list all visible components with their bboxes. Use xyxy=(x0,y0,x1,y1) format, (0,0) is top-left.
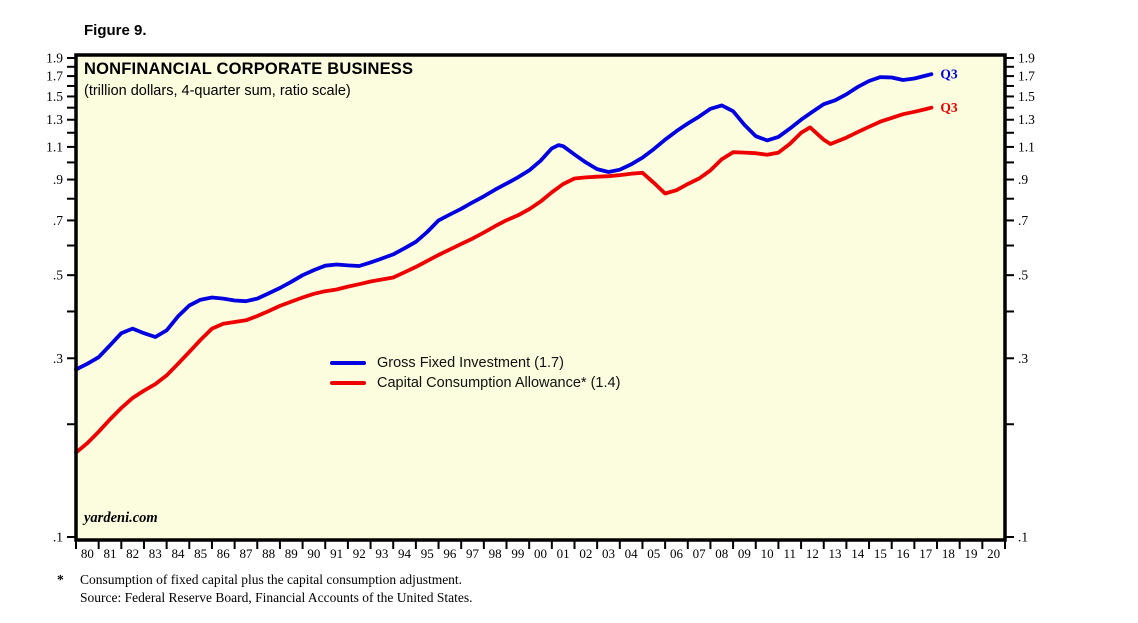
y-axis-tick-label-left: .7 xyxy=(53,213,63,228)
legend-line-swatch xyxy=(330,380,366,386)
y-axis-tick-label-right: .1 xyxy=(1018,530,1028,545)
x-axis-tick-label: 80 xyxy=(81,546,94,561)
watermark: yardeni.com xyxy=(84,510,158,526)
legend-label: Gross Fixed Investment (1.7) xyxy=(377,355,564,371)
x-axis-tick-label: 09 xyxy=(738,546,751,561)
x-axis-tick-label: 90 xyxy=(307,546,320,561)
x-axis-tick-label: 14 xyxy=(851,546,865,561)
series-line xyxy=(74,105,934,455)
footnote: * Consumption of fixed capital plus the … xyxy=(57,571,473,607)
series-end-label: Q3 xyxy=(940,100,958,115)
x-axis-tick-label: 84 xyxy=(171,546,185,561)
legend-label: Capital Consumption Allowance* (1.4) xyxy=(377,375,621,391)
x-axis-tick-label: 86 xyxy=(217,546,231,561)
x-axis-tick-label: 87 xyxy=(239,546,253,561)
y-axis-tick-label-left: .9 xyxy=(53,172,63,187)
x-axis-tick-label: 07 xyxy=(693,546,707,561)
chart-title: NONFINANCIAL CORPORATE BUSINESS xyxy=(84,60,414,78)
footnote-line-2: Source: Federal Reserve Board, Financial… xyxy=(80,589,473,605)
figure-label: Figure 9. xyxy=(84,22,147,39)
x-axis-tick-label: 15 xyxy=(874,546,887,561)
x-axis-tick-label: 04 xyxy=(625,546,639,561)
y-axis-tick-label-left: 1.7 xyxy=(46,69,63,84)
x-axis-tick-label: 92 xyxy=(353,546,366,561)
x-axis-tick-label: 93 xyxy=(375,546,388,561)
y-axis-tick-label-right: .9 xyxy=(1018,172,1028,187)
x-axis-tick-label: 99 xyxy=(511,546,524,561)
x-axis-tick-label: 97 xyxy=(466,546,480,561)
x-axis-tick-label: 88 xyxy=(262,546,275,561)
x-axis-tick-label: 06 xyxy=(670,546,684,561)
y-axis-tick-label-right: .7 xyxy=(1018,213,1028,228)
x-axis-tick-label: 00 xyxy=(534,546,547,561)
footnote-text: Consumption of fixed capital plus the ca… xyxy=(80,571,473,607)
y-axis-tick-label-right: .5 xyxy=(1018,268,1028,283)
x-axis-tick-label: 11 xyxy=(783,546,796,561)
y-axis-tick-label-right: 1.1 xyxy=(1018,139,1035,154)
y-axis-tick-label-right: 1.3 xyxy=(1018,112,1035,127)
x-axis-tick-label: 18 xyxy=(942,546,955,561)
legend: Gross Fixed Investment (1.7) Capital Cons… xyxy=(330,353,620,393)
series-end-label: Q3 xyxy=(940,67,958,82)
x-axis-tick-label: 96 xyxy=(443,546,457,561)
x-axis-tick-label: 02 xyxy=(579,546,592,561)
y-axis-tick-label-left: 1.3 xyxy=(46,112,63,127)
y-axis-tick-label-right: 1.7 xyxy=(1018,69,1035,84)
y-axis-tick-label-left: .3 xyxy=(53,351,63,366)
x-axis-tick-label: 94 xyxy=(398,546,412,561)
series-line xyxy=(74,72,934,372)
y-axis-tick-label-right: 1.9 xyxy=(1018,51,1035,66)
y-axis-tick-label-left: 1.5 xyxy=(46,89,63,104)
plot-frame xyxy=(74,53,1007,542)
x-axis-tick-label: 82 xyxy=(126,546,139,561)
x-axis-tick-label: 91 xyxy=(330,546,343,561)
x-axis-tick-label: 17 xyxy=(919,546,933,561)
x-axis-tick-label: 98 xyxy=(489,546,502,561)
x-axis-tick-label: 01 xyxy=(557,546,570,561)
y-axis-tick-label-left: 1.9 xyxy=(46,51,63,66)
y-axis-tick-label-left: 1.1 xyxy=(46,139,63,154)
x-axis-tick-label: 03 xyxy=(602,546,615,561)
footnote-line-1: Consumption of fixed capital plus the ca… xyxy=(80,572,463,587)
x-axis-tick-label: 13 xyxy=(829,546,842,561)
y-axis-tick-label-right: .3 xyxy=(1018,351,1028,366)
x-axis-tick-label: 10 xyxy=(761,546,774,561)
legend-item: Capital Consumption Allowance* (1.4) xyxy=(330,373,620,393)
x-axis-tick-label: 16 xyxy=(897,546,911,561)
x-axis-tick-label: 19 xyxy=(965,546,978,561)
legend-item: Gross Fixed Investment (1.7) xyxy=(330,353,620,373)
x-axis-tick-label: 95 xyxy=(421,546,434,561)
y-axis-tick-label-left: .1 xyxy=(53,530,63,545)
x-axis-tick-label: 08 xyxy=(715,546,728,561)
x-axis-tick-label: 05 xyxy=(647,546,660,561)
y-axis-tick-label-left: .5 xyxy=(53,268,63,283)
x-axis-tick-label: 85 xyxy=(194,546,207,561)
footnote-marker: * xyxy=(57,572,64,587)
chart-subtitle: (trillion dollars, 4-quarter sum, ratio … xyxy=(84,83,351,99)
x-axis-tick-label: 12 xyxy=(806,546,819,561)
legend-line-swatch xyxy=(330,360,366,366)
x-axis-tick-label: 83 xyxy=(149,546,162,561)
x-axis-tick-label: 89 xyxy=(285,546,298,561)
y-axis-tick-label-right: 1.5 xyxy=(1018,89,1035,104)
x-axis-tick-label: 81 xyxy=(103,546,116,561)
x-axis-tick-label: 20 xyxy=(987,546,1000,561)
